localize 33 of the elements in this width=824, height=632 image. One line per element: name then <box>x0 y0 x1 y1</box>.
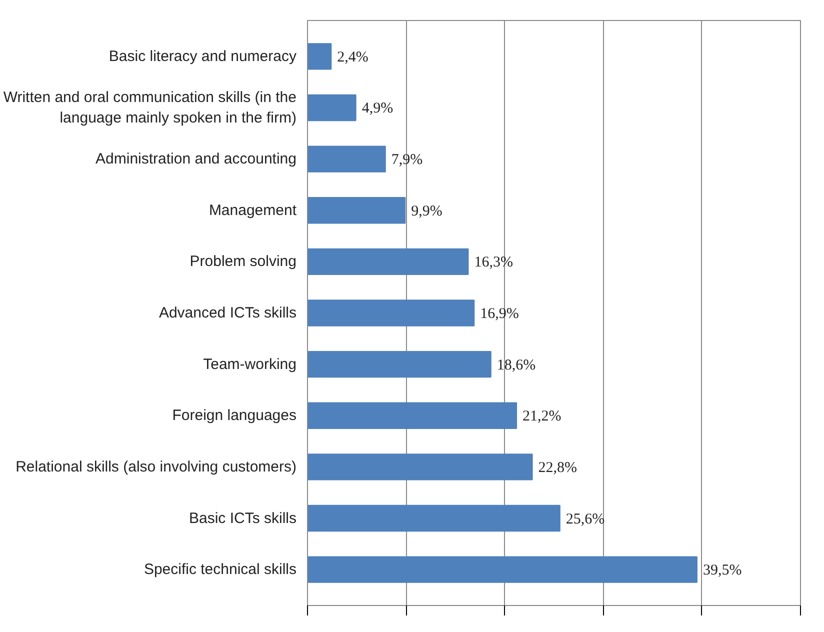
y-tick-label: Written and oral communication skills (in the language mainly spoken in the firm) <box>3 89 297 126</box>
data-label: 9,9% <box>411 203 442 220</box>
data-label: 7,9% <box>391 152 423 168</box>
data-label: 22,8% <box>538 460 578 476</box>
bar <box>308 94 356 122</box>
data-label: 16,9% <box>480 306 519 322</box>
bar <box>308 248 469 276</box>
y-tick-label: Administration and accounting <box>96 150 297 168</box>
data-label: 39,5% <box>702 562 742 579</box>
bar <box>308 504 560 532</box>
bar <box>308 454 533 480</box>
y-tick-label: Management <box>208 202 298 219</box>
bar <box>308 350 492 378</box>
bar <box>308 43 332 70</box>
data-label: 2,4% <box>337 49 368 66</box>
bar <box>308 556 698 583</box>
data-label: 25,6% <box>566 511 605 528</box>
y-tick-label: Team-working <box>203 356 297 373</box>
y-tick-label: Relational skills (also involving customers) <box>16 458 297 476</box>
y-tick-label: Advanced ICTs skills <box>158 304 297 322</box>
data-label: 21,2% <box>522 408 562 425</box>
bar <box>308 146 386 172</box>
data-label: 4,9% <box>362 100 394 117</box>
y-tick-label: Basic literacy and numeracy <box>108 48 297 65</box>
bar <box>308 197 406 224</box>
data-label: 16,3% <box>474 254 513 271</box>
bar <box>308 402 518 429</box>
data-label: 18,6% <box>496 357 536 374</box>
bar <box>308 300 475 326</box>
y-tick-label: Problem solving <box>190 253 297 270</box>
y-tick-label: Specific technical skills <box>144 561 297 578</box>
y-tick-label: Foreign languages <box>172 407 297 424</box>
y-tick-label: Basic ICTs skills <box>188 510 297 527</box>
